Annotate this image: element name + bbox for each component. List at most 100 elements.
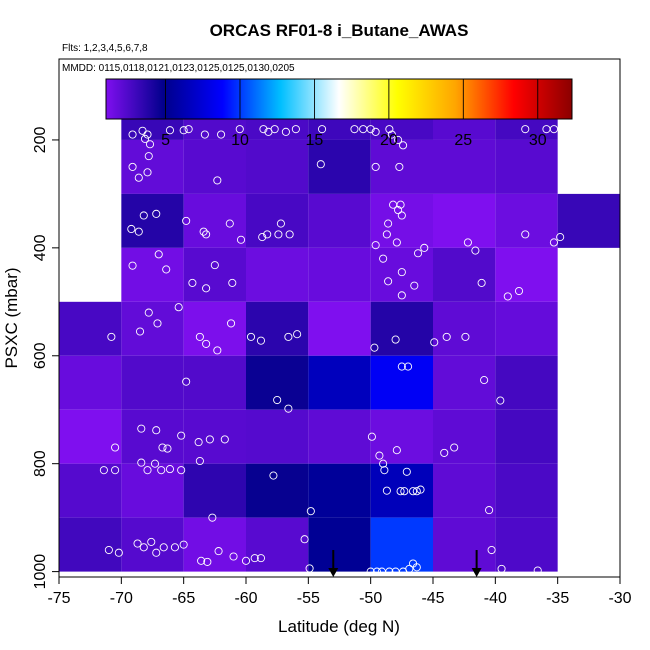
sample-point: [291, 125, 300, 134]
sample-point: [182, 377, 191, 386]
sample-point: [152, 209, 161, 218]
heatmap-cell: [308, 355, 371, 410]
sample-point: [384, 277, 393, 286]
sample-point: [397, 362, 406, 371]
sample-point: [274, 230, 283, 239]
sample-point: [371, 162, 380, 171]
sample-point: [549, 125, 558, 134]
sample-point: [235, 125, 244, 134]
sample-point: [420, 243, 429, 252]
heatmap-cell: [59, 355, 122, 410]
heatmap-cell: [370, 409, 433, 464]
colorbar-tick-label: 10: [231, 132, 249, 149]
heatmap-cell: [121, 247, 184, 302]
sample-point: [379, 254, 388, 263]
sample-point: [392, 238, 401, 247]
heatmap-cell: [433, 193, 496, 248]
sample-point: [246, 332, 256, 341]
sample-point: [153, 319, 162, 328]
sample-point: [165, 465, 175, 474]
sample-point: [197, 556, 206, 565]
sample-point: [285, 230, 294, 239]
sample-points: [99, 125, 565, 576]
sample-point: [380, 466, 389, 475]
sample-point: [217, 130, 226, 139]
sample-point: [202, 284, 211, 293]
sample-point: [165, 126, 175, 135]
sample-point: [350, 125, 359, 134]
heatmap-cell: [495, 355, 558, 410]
sample-point: [477, 278, 486, 287]
sample-point: [214, 547, 223, 556]
sample-point: [496, 396, 505, 405]
sample-point: [412, 563, 421, 572]
sample-point: [503, 292, 512, 301]
sample-point: [213, 346, 222, 355]
heatmap-cell: [246, 301, 309, 356]
sample-point: [405, 564, 414, 573]
sample-point: [399, 141, 408, 150]
colorbar-gradient: [105, 78, 573, 120]
heatmap-cell: [433, 301, 496, 356]
sample-point: [430, 338, 439, 347]
sample-point: [397, 211, 406, 220]
sample-point: [226, 319, 236, 328]
sample-point: [442, 332, 451, 341]
sample-point: [556, 233, 565, 242]
heatmap-cell: [121, 463, 184, 518]
colorbar-ticks: 5 10 15 20 25 30: [161, 79, 547, 149]
colorbar-tick-label: 15: [306, 132, 324, 149]
sample-point: [397, 268, 406, 277]
heatmap-cell: [246, 247, 309, 302]
sample-point: [144, 308, 153, 317]
y-tick-label: 600: [32, 342, 49, 369]
sample-point: [137, 424, 146, 433]
sample-point: [273, 395, 282, 405]
heatmap-cell: [308, 517, 371, 572]
sample-point: [404, 362, 413, 371]
heatmap-cell: [370, 463, 433, 518]
sample-point: [371, 241, 380, 250]
sample-point: [127, 224, 136, 234]
sample-point: [236, 235, 246, 244]
heatmap-cell: [59, 517, 122, 572]
sample-point: [114, 548, 123, 557]
sample-point: [111, 443, 120, 452]
sample-point: [293, 330, 302, 339]
sample-point: [514, 286, 524, 296]
heatmap-cell: [246, 517, 309, 572]
heatmap-cell: [495, 463, 558, 518]
heatmap-cell: [370, 517, 433, 572]
sample-point: [157, 466, 166, 475]
sample-point: [413, 249, 423, 258]
x-tick-label: -55: [297, 590, 320, 607]
heatmap-cell: [495, 193, 558, 248]
sample-point: [281, 127, 290, 136]
sample-point: [152, 426, 161, 435]
sample-point: [300, 535, 309, 544]
sample-point: [256, 554, 266, 563]
arrow-head: [328, 568, 339, 577]
sample-point: [128, 162, 137, 171]
colorbar-tick-label: 25: [454, 132, 472, 149]
heatmap-cell: [495, 409, 558, 464]
colorbar-tick-label: 30: [529, 132, 547, 149]
sample-point: [228, 278, 237, 287]
sample-point: [128, 130, 137, 139]
sample-point: [385, 567, 394, 576]
sample-point: [305, 564, 314, 573]
heatmap-cells: [59, 85, 620, 572]
colorbar-tick-label: 5: [161, 132, 170, 149]
heatmap-cell: [495, 517, 558, 572]
sample-point: [99, 466, 108, 475]
sample-point: [382, 486, 391, 495]
sample-point: [284, 332, 293, 341]
sample-point: [258, 233, 267, 242]
heatmap-cell: [495, 139, 558, 194]
heatmap-cell: [121, 409, 184, 464]
x-tick-label: -65: [172, 590, 195, 607]
heatmap-cell: [121, 301, 184, 356]
sample-point: [385, 125, 394, 134]
heatmap-cell: [308, 409, 371, 464]
sample-point: [241, 556, 251, 565]
